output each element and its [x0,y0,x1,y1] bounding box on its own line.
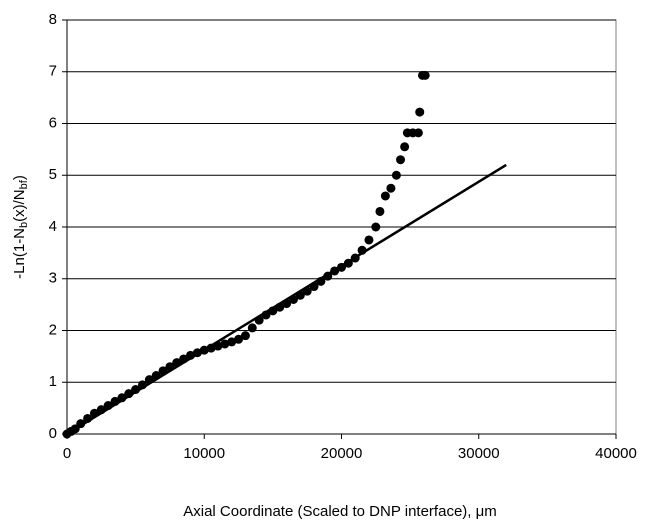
data-point [413,128,423,138]
data-point [158,366,168,376]
data-point [76,419,86,429]
data-point [96,405,106,415]
x-tick-label: 10000 [183,445,225,462]
data-point [375,206,385,216]
y-tick-label: 7 [49,63,57,80]
data-point [186,350,196,360]
data-point [172,358,182,368]
data-point [261,310,271,320]
y-axis-label-part: (x)/N [11,189,28,222]
data-point [295,290,305,300]
y-tick-label: 1 [49,373,57,390]
data-point [240,331,250,341]
data-point [151,371,161,381]
x-tick-label: 40000 [595,445,637,462]
x-axis-label: Axial Coordinate (Scaled to DNP interfac… [183,503,497,520]
y-axis-label-part: b [18,222,30,228]
data-point [288,294,298,304]
data-point [350,253,360,263]
data-point [380,191,390,201]
y-axis-label-part: ) [11,175,28,180]
data-point [220,339,230,349]
data-point [213,341,223,351]
data-point [144,375,154,385]
data-point [302,286,312,296]
data-point [415,107,425,117]
data-point [357,245,367,255]
data-point [371,222,381,232]
y-tick-label: 2 [49,321,57,338]
y-tick-label: 6 [49,114,57,131]
data-point [103,401,113,411]
data-point [234,334,244,344]
data-point [337,262,346,272]
data-point [282,299,292,309]
data-point [323,271,333,281]
data-point [165,362,175,372]
y-tick-label: 0 [49,425,57,442]
data-point [247,323,257,333]
data-point [420,70,430,80]
data-point [179,354,189,364]
data-point [364,235,374,245]
data-point [330,266,340,276]
data-point [117,393,127,403]
data-point [192,348,202,358]
y-tick-label: 8 [49,11,57,28]
data-point [110,396,120,406]
y-axis-label-part: bf [18,179,30,189]
data-point [275,302,285,312]
data-point [131,384,141,394]
data-point [206,343,216,353]
data-point [89,408,99,418]
data-point [199,345,209,355]
data-point [386,183,396,193]
data-point [268,306,278,316]
data-point [396,155,406,165]
data-point [316,276,326,286]
y-tick-label: 4 [49,218,57,235]
data-point [227,337,237,347]
data-point [309,282,319,292]
data-point [254,315,264,325]
y-axis-label-part: -Ln(1-N [11,228,28,279]
data-point [137,380,147,390]
data-point [343,258,353,268]
y-tick-label: 5 [49,166,57,183]
y-tick-label: 3 [49,270,57,287]
data-point [83,413,93,423]
data-point [391,170,401,180]
data-point [124,389,134,399]
x-tick-label: 30000 [458,445,500,462]
x-tick-label: 0 [63,445,71,462]
y-axis-label: -Ln(1-Nb(x)/Nbf) [11,175,30,279]
data-point [400,142,410,152]
x-tick-label: 20000 [321,445,363,462]
